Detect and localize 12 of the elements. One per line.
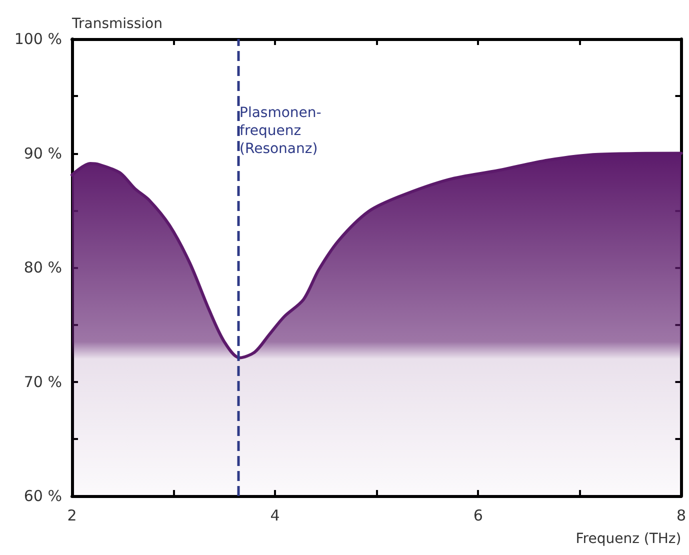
y-tick-label: 80 % — [24, 258, 62, 276]
x-tick-label: 6 — [473, 506, 483, 524]
y-tick-label: 90 % — [24, 144, 62, 162]
ref-line-label: Plasmonen- frequenz (Resonanz) — [240, 105, 322, 157]
x-tick-label: 8 — [676, 506, 686, 524]
x-axis-title: Frequenz (THz) — [576, 531, 682, 547]
y-tick-label: 100 % — [14, 30, 62, 48]
y-tick-label: 60 % — [24, 487, 62, 505]
y-tick-label: 70 % — [24, 372, 62, 391]
x-tick-label: 4 — [270, 506, 280, 524]
y-axis-title: Transmission — [71, 16, 162, 32]
x-tick-label: 2 — [67, 506, 77, 524]
